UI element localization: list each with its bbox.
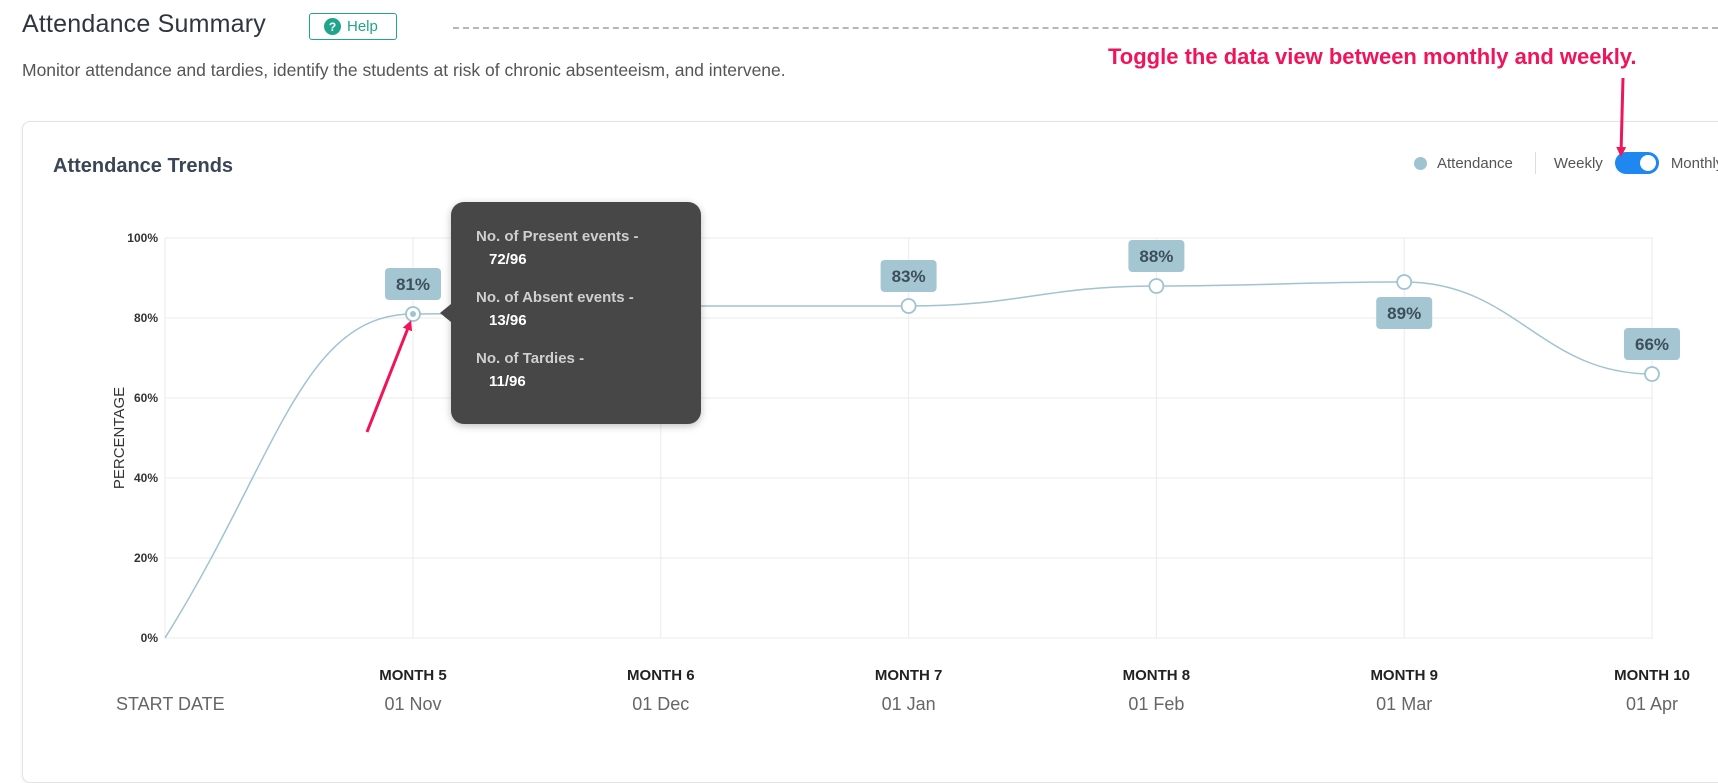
y-tick-label: 100% bbox=[127, 231, 158, 245]
annotation-arrow-toggle bbox=[1616, 77, 1627, 157]
card-title: Attendance Trends bbox=[53, 155, 234, 177]
data-point bbox=[1644, 366, 1660, 382]
header-divider bbox=[453, 27, 1718, 29]
x-start-date-label: 01 Feb bbox=[1128, 694, 1184, 714]
tooltip-absent-value: 13/96 bbox=[489, 312, 527, 329]
data-label-box bbox=[1376, 297, 1433, 329]
legend-divider bbox=[1534, 152, 1536, 174]
data-label-box bbox=[1624, 328, 1680, 360]
x-tick-label: MONTH 10 bbox=[1614, 667, 1690, 684]
question-icon: ? bbox=[324, 18, 341, 35]
attendance-trends-card bbox=[22, 121, 1718, 783]
x-tick-label: MONTH 9 bbox=[1370, 667, 1438, 684]
toggle-knob bbox=[1639, 155, 1656, 171]
chart-legend: Attendance Weekly Monthly bbox=[1414, 152, 1718, 174]
y-tick-label: 0% bbox=[141, 631, 159, 645]
x-start-date-label: 01 Dec bbox=[632, 694, 689, 714]
data-label-box bbox=[880, 260, 937, 292]
monthly-label[interactable]: Monthly bbox=[1670, 154, 1718, 172]
page-subtitle: Monitor attendance and tardies, identify… bbox=[22, 60, 786, 80]
data-label: 88% bbox=[1139, 247, 1173, 266]
weekly-monthly-toggle[interactable] bbox=[1614, 152, 1659, 174]
x-start-date-label: 01 Mar bbox=[1376, 694, 1432, 714]
help-label: Help bbox=[347, 18, 378, 35]
data-label: 66% bbox=[1635, 335, 1669, 354]
weekly-label[interactable]: Weekly bbox=[1553, 154, 1603, 172]
x-tick-label: MONTH 6 bbox=[627, 667, 695, 684]
page-title: Attendance Summary bbox=[22, 10, 266, 38]
data-label: 81% bbox=[396, 275, 430, 294]
data-label: 83% bbox=[892, 267, 926, 286]
x-start-date-label: 01 Nov bbox=[384, 694, 441, 714]
data-point-active-dot bbox=[410, 311, 416, 317]
x-start-date-label: 01 Apr bbox=[1626, 694, 1678, 714]
legend-label: Attendance bbox=[1437, 154, 1513, 172]
y-tick-label: 20% bbox=[134, 551, 158, 565]
y-tick-label: 80% bbox=[134, 311, 158, 325]
data-label-box bbox=[385, 268, 441, 300]
tooltip-absent-label: No. of Absent events - bbox=[476, 289, 634, 306]
tooltip-present-label: No. of Present events - bbox=[476, 228, 639, 245]
y-tick-label: 60% bbox=[134, 391, 158, 405]
help-button[interactable]: ? Help bbox=[309, 13, 397, 40]
data-point bbox=[1396, 274, 1413, 290]
start-date-label: START DATE bbox=[116, 694, 225, 714]
data-label-box bbox=[1128, 240, 1185, 272]
legend-dot-icon bbox=[1414, 156, 1427, 170]
data-point bbox=[900, 298, 917, 314]
x-start-date-label: 01 Jan bbox=[882, 694, 936, 714]
tooltip-present-value: 72/96 bbox=[489, 251, 527, 268]
data-point bbox=[1148, 278, 1165, 294]
x-tick-label: MONTH 8 bbox=[1123, 667, 1191, 684]
x-tick-label: MONTH 5 bbox=[379, 667, 447, 684]
tooltip-tardies-label: No. of Tardies - bbox=[476, 350, 585, 367]
data-label: 89% bbox=[1387, 304, 1421, 323]
y-axis-title: PERCENTAGE bbox=[111, 387, 128, 489]
annotation-text: Toggle the data view between monthly and… bbox=[1108, 44, 1637, 69]
data-point-tooltip: No. of Present events - 72/96 No. of Abs… bbox=[440, 202, 701, 424]
attendance-line-chart: 0% 20% 40% 60% 80% 100% PERCENTAGE MONTH 5 01 No… bbox=[111, 77, 1690, 714]
tooltip-tardies-value: 11/96 bbox=[489, 373, 526, 390]
x-tick-label: MONTH 7 bbox=[875, 667, 943, 684]
y-tick-label: 40% bbox=[134, 471, 158, 485]
annotation-arrow-point bbox=[365, 320, 413, 433]
